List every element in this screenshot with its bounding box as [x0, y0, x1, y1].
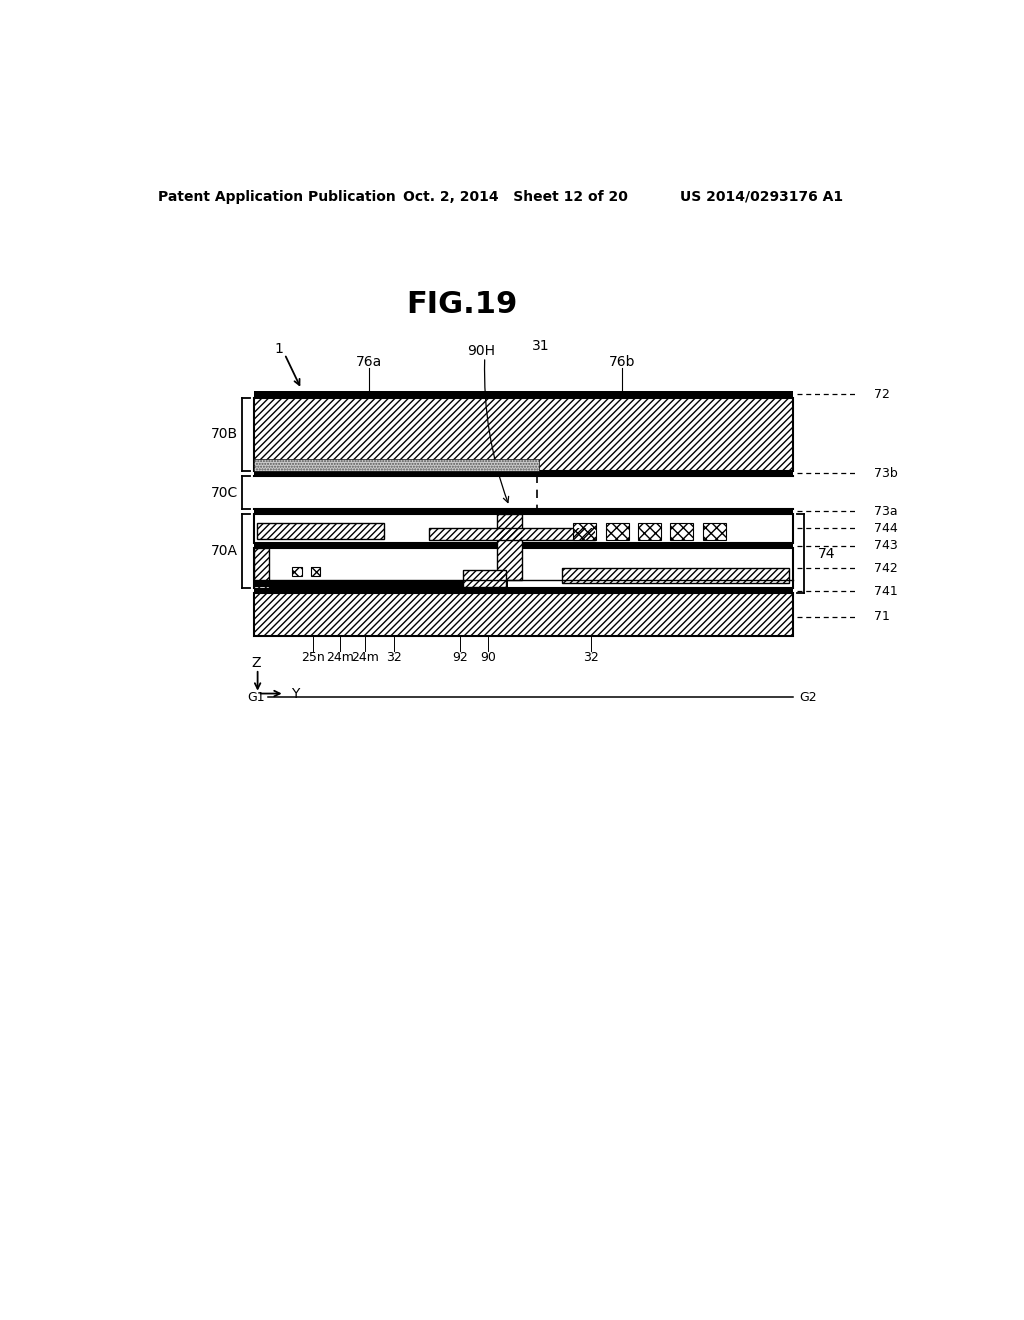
Text: 741: 741 [873, 585, 897, 598]
Text: 31: 31 [532, 339, 550, 354]
Bar [254, 548, 269, 589]
Bar [254, 594, 793, 636]
Text: Oct. 2, 2014   Sheet 12 of 20: Oct. 2, 2014 Sheet 12 of 20 [403, 190, 628, 203]
Bar [497, 515, 521, 581]
Bar [292, 566, 301, 576]
Bar [463, 570, 506, 586]
Bar [254, 459, 539, 471]
Text: G2: G2 [799, 690, 816, 704]
Bar [254, 515, 793, 544]
Text: FIG.19: FIG.19 [406, 290, 517, 319]
Text: 76a: 76a [356, 355, 382, 368]
Bar [671, 524, 693, 540]
Bar [310, 566, 319, 576]
Bar [292, 566, 301, 576]
Text: US 2014/0293176 A1: US 2014/0293176 A1 [680, 190, 844, 203]
Bar [254, 594, 793, 636]
Text: 74: 74 [818, 546, 836, 561]
Text: 32: 32 [583, 651, 599, 664]
Bar [254, 589, 793, 594]
Bar [310, 566, 319, 576]
Bar [254, 548, 269, 589]
Text: Y: Y [291, 686, 299, 701]
Bar [605, 524, 629, 540]
Bar [562, 568, 788, 583]
Text: G1: G1 [247, 690, 264, 704]
Text: 744: 744 [873, 521, 897, 535]
Bar [605, 524, 629, 540]
Text: Z: Z [251, 656, 261, 669]
Bar [573, 524, 596, 540]
Bar [254, 508, 793, 515]
Bar [254, 391, 793, 397]
Text: 24m: 24m [351, 651, 379, 664]
Bar [671, 524, 693, 540]
Bar [562, 568, 788, 583]
Text: 73a: 73a [873, 504, 897, 517]
Bar [254, 397, 793, 471]
Bar [254, 397, 793, 471]
Text: 70B: 70B [211, 428, 239, 441]
Bar [702, 524, 726, 540]
Bar [638, 524, 662, 540]
Text: 25n: 25n [301, 651, 325, 664]
Bar [429, 528, 595, 540]
Bar [254, 544, 793, 548]
Bar [573, 524, 596, 540]
Bar [257, 524, 384, 539]
Text: 743: 743 [873, 539, 897, 552]
Bar [254, 581, 508, 586]
Text: 70C: 70C [211, 486, 239, 499]
Text: 1: 1 [274, 342, 284, 355]
Text: 70A: 70A [211, 544, 239, 558]
Text: 742: 742 [873, 561, 897, 574]
Text: 24m: 24m [326, 651, 354, 664]
Bar [497, 515, 521, 581]
Bar [254, 548, 793, 589]
Text: 71: 71 [873, 610, 890, 623]
Text: 32: 32 [386, 651, 401, 664]
Text: 90: 90 [480, 651, 496, 664]
Text: 72: 72 [873, 388, 890, 400]
Text: Patent Application Publication: Patent Application Publication [158, 190, 395, 203]
Text: 92: 92 [453, 651, 468, 664]
Bar [638, 524, 662, 540]
Text: 73b: 73b [873, 467, 897, 480]
Text: 90H: 90H [467, 345, 495, 358]
Bar [429, 528, 595, 540]
Bar [702, 524, 726, 540]
Bar [257, 524, 384, 539]
Bar [463, 570, 506, 586]
Bar [254, 471, 793, 477]
Bar [254, 459, 539, 471]
Text: 76b: 76b [608, 355, 635, 368]
